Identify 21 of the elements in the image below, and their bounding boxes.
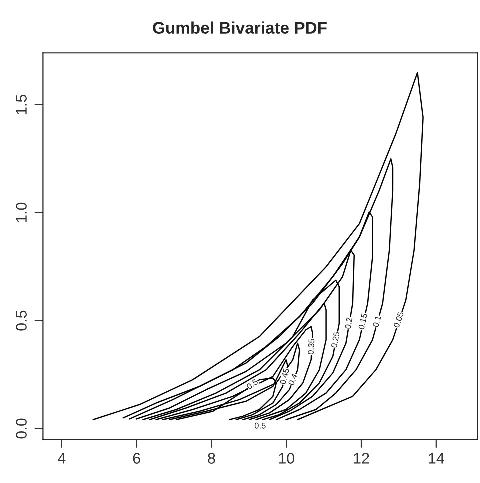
text: 0.05 [394, 312, 404, 328]
chart-title: Gumbel Bivariate PDF [153, 22, 327, 34]
y-tick-label: 1.5 [16, 94, 27, 114]
text: 0.25 [331, 332, 340, 348]
text: 0.1 [372, 316, 382, 328]
annotation: 0.5 [254, 422, 266, 429]
x-tick-label: 14 [429, 453, 444, 464]
x-tick-label: 8 [208, 453, 216, 464]
y-tick-label: 1.0 [16, 202, 27, 222]
x-tick-label: 6 [133, 453, 140, 464]
text: 0.5 [246, 378, 259, 390]
text: 0.35 [308, 338, 315, 355]
text: 0.45 [280, 368, 290, 385]
x-tick-label: 12 [354, 453, 370, 464]
y-tick-label: 0.5 [16, 310, 27, 331]
x-tick-label: 10 [279, 453, 295, 464]
text: 0.4 [288, 373, 298, 386]
x-tick-label: 4 [58, 453, 66, 464]
text: 0.2 [345, 318, 353, 330]
y-tick-label: 0.0 [16, 418, 27, 439]
text: 0.15 [358, 313, 368, 330]
